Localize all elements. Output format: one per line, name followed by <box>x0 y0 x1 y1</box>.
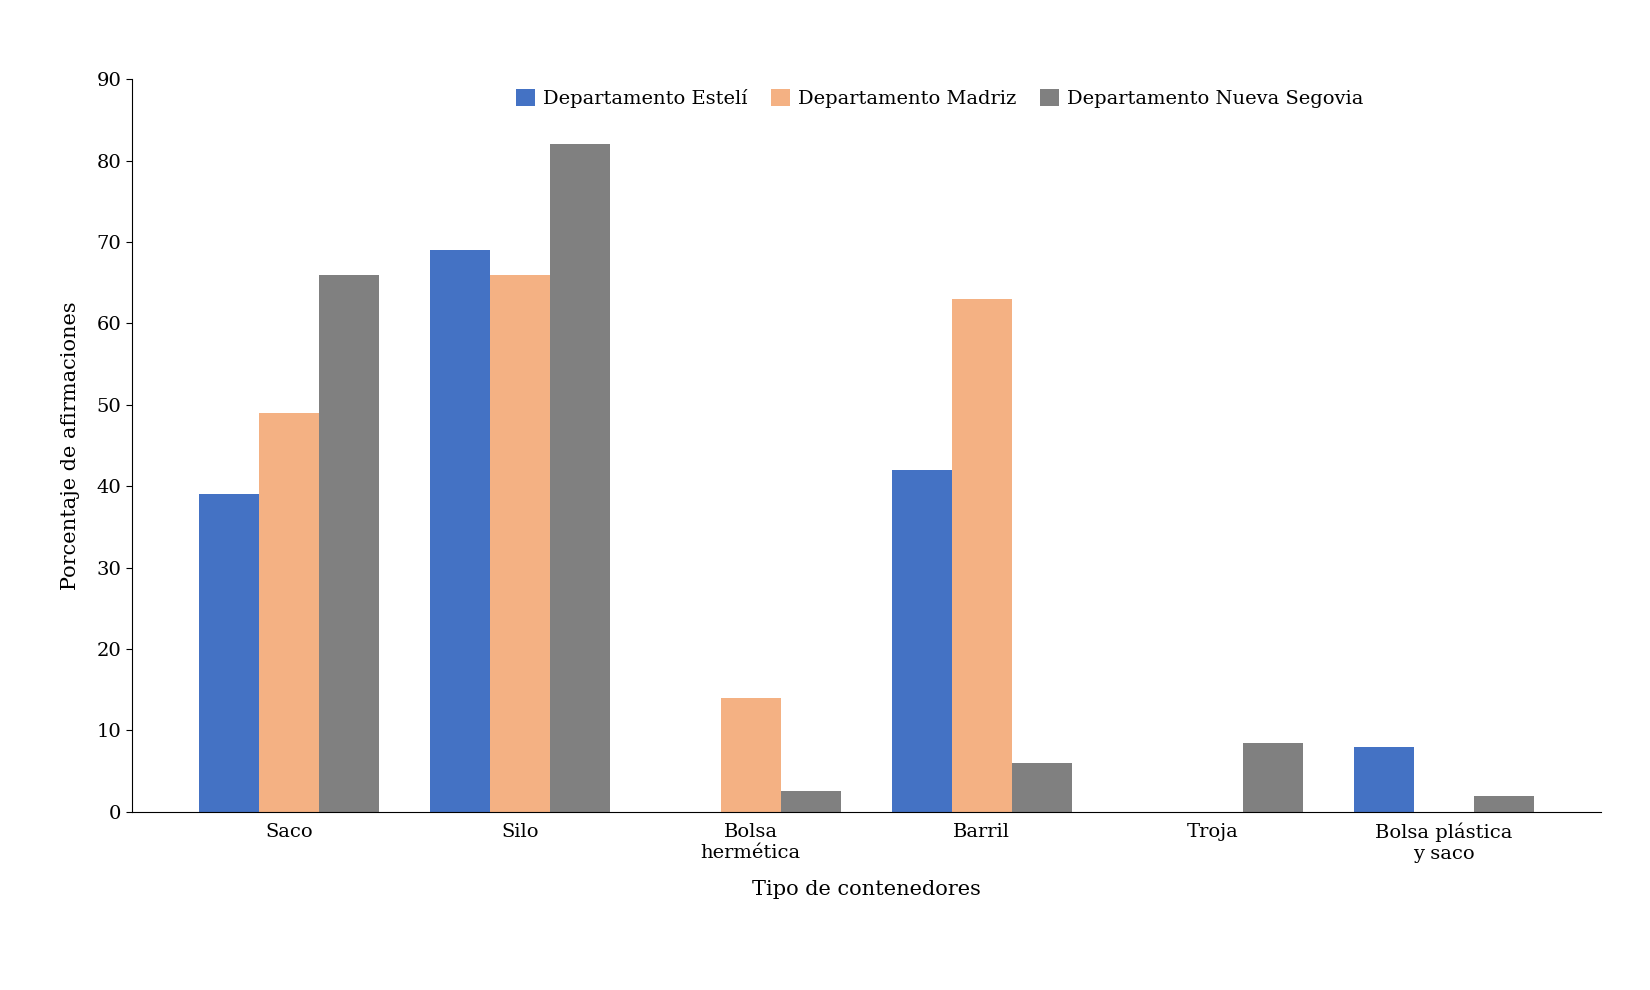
Bar <box>318 274 380 812</box>
Bar <box>891 470 952 812</box>
Bar <box>780 791 842 812</box>
Bar <box>1473 796 1534 812</box>
Bar <box>259 413 318 812</box>
Bar <box>952 299 1011 812</box>
Bar <box>429 250 490 812</box>
Bar <box>1353 746 1414 812</box>
Bar <box>1011 763 1072 812</box>
X-axis label: Tipo de contenedores: Tipo de contenedores <box>752 880 980 899</box>
Bar <box>549 145 610 812</box>
Bar <box>1242 742 1304 812</box>
Bar <box>721 698 780 812</box>
Bar <box>490 274 549 812</box>
Legend: Departamento Estelí, Departamento Madriz, Departamento Nueva Segovia: Departamento Estelí, Departamento Madriz… <box>516 89 1363 108</box>
Bar <box>198 494 259 812</box>
Y-axis label: Porcentaje de afirmaciones: Porcentaje de afirmaciones <box>61 301 81 590</box>
